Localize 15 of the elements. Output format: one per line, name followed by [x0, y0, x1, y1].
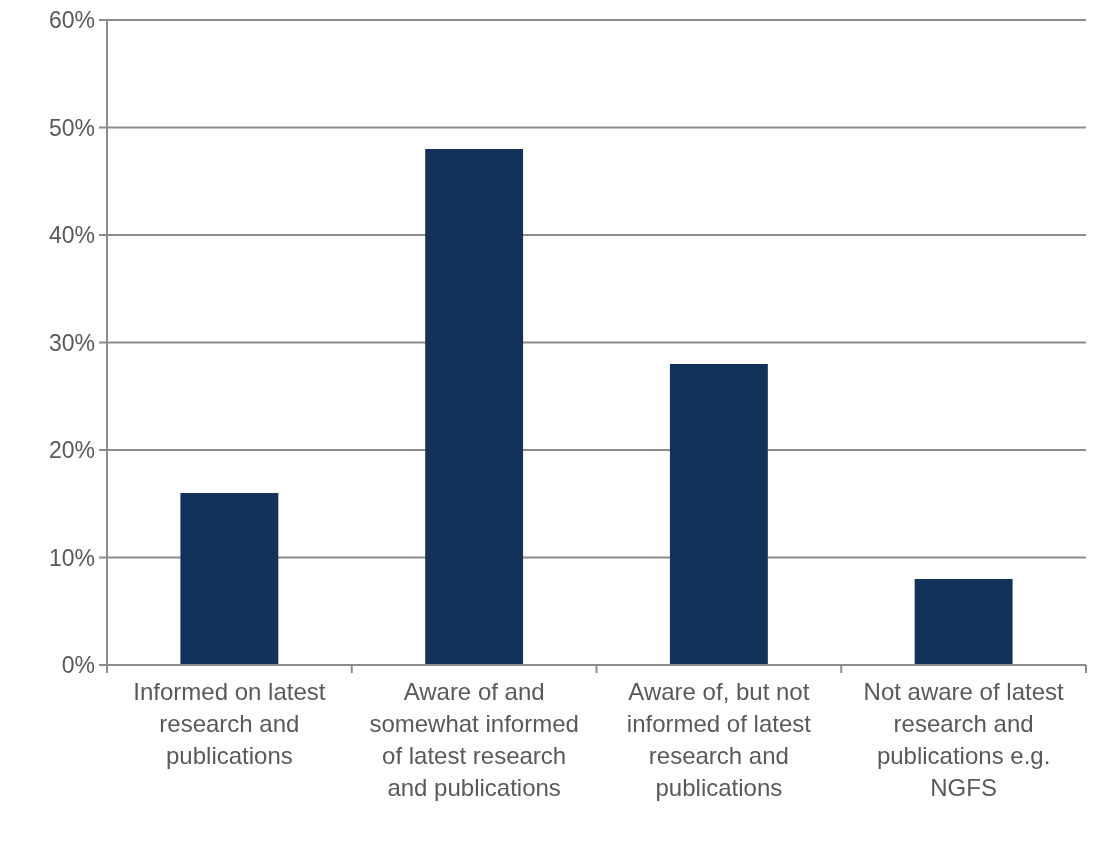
bar	[425, 149, 524, 665]
x-tick-label: Aware of, but not informed of latest research and publications	[626, 678, 812, 801]
bar	[669, 364, 768, 665]
y-tick-label: 10%	[48, 544, 95, 571]
x-tick-label: Not aware of latest research and publications e.g. NGFS	[863, 678, 1064, 801]
bar	[914, 579, 1013, 665]
y-tick-label: 50%	[48, 114, 95, 141]
bar	[180, 493, 279, 665]
x-tick-label: Aware of and somewhat informed of latest research and publications	[369, 678, 579, 801]
y-tick-label: 40%	[48, 222, 95, 249]
y-tick-label: 20%	[48, 437, 95, 464]
y-tick-label: 30%	[48, 329, 95, 356]
x-tick-label: Informed on latest research and publications	[133, 678, 326, 769]
y-tick-label: 0%	[61, 652, 95, 679]
y-tick-label: 60%	[48, 7, 95, 34]
